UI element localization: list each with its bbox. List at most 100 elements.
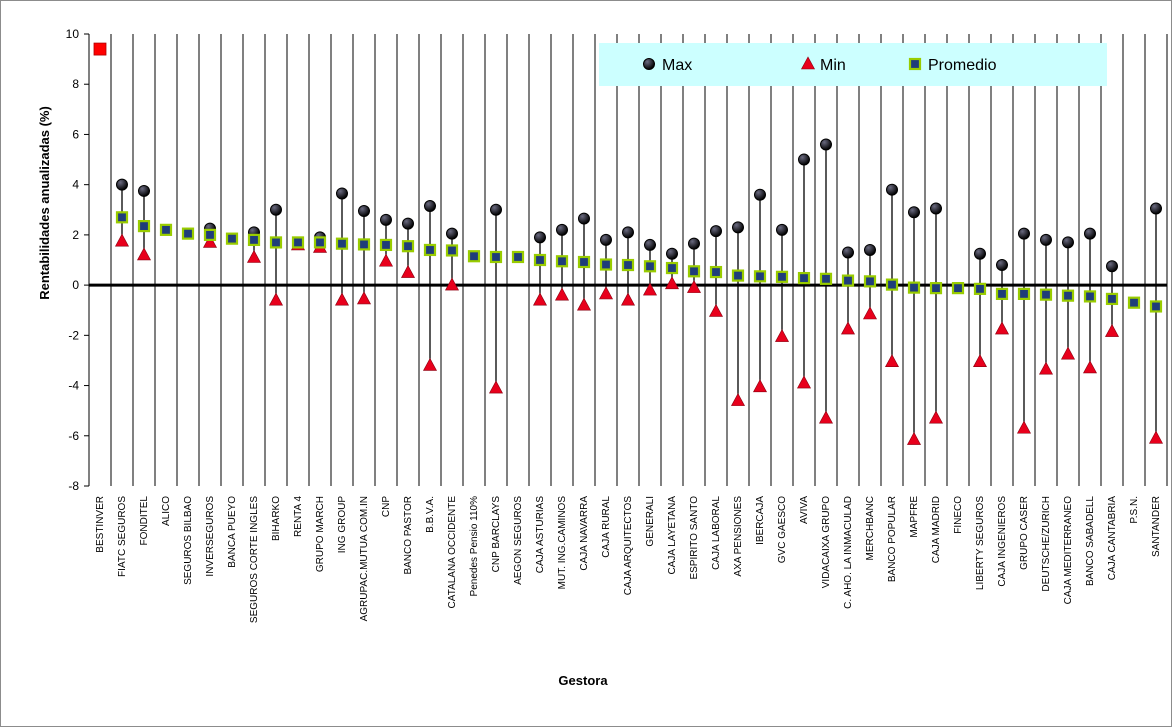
x-tick-label: CAJA CANTABRIA: [1107, 496, 1118, 581]
x-tick-label: CAJA ASTURIAS: [535, 496, 546, 574]
min-point: [994, 321, 1010, 335]
min-point: [202, 234, 218, 248]
max-point: [358, 205, 370, 218]
min-point: [774, 328, 790, 342]
min-point: [532, 292, 548, 306]
promedio-point: [159, 223, 173, 236]
promedio-point: [247, 233, 261, 247]
promedio-point: [819, 272, 833, 285]
max-point: [1018, 227, 1030, 240]
x-tick-label: CAJA MADRID: [931, 496, 942, 563]
x-tick-label: IBERCAJA: [755, 496, 766, 545]
x-tick-label: SEGUROS BILBAO: [183, 496, 194, 585]
x-tick-label: SEGUROS CORTE INGLES: [249, 496, 260, 623]
x-tick-label: AXA PENSIONES: [733, 496, 744, 577]
max-point: [490, 203, 502, 216]
markers: [93, 42, 1164, 445]
max-point: [776, 223, 788, 236]
max-point: [1150, 202, 1162, 215]
min-point: [1038, 361, 1054, 375]
x-tick-label: AGRUPAC.MUTUA COM.IN: [359, 496, 370, 621]
min-point: [664, 276, 680, 290]
promedio-point: [1105, 292, 1119, 306]
min-point: [554, 287, 570, 301]
x-tick-label: CAJA LAYETANA: [667, 496, 678, 575]
min-point: [246, 249, 262, 263]
y-tick-label: -8: [68, 479, 79, 493]
promedio-point: [753, 270, 767, 283]
max-point: [1106, 260, 1118, 273]
min-point: [444, 277, 460, 291]
x-tick-label: CAJA MEDITERRANEO: [1063, 496, 1074, 605]
max-point: [556, 223, 568, 236]
max-point: [578, 212, 590, 225]
x-tick-label: ING GROUP: [337, 496, 348, 554]
promedio-point: [599, 258, 613, 271]
x-tick-label: GENERALI: [645, 496, 656, 547]
x-tick-label: CAJA LABORAL: [711, 496, 722, 570]
x-tick-label: MAPFRE: [909, 496, 920, 538]
promedio-point: [467, 250, 481, 263]
min-point: [598, 286, 614, 300]
y-tick-label: -6: [68, 429, 79, 443]
promedio-point: [1127, 296, 1141, 309]
max-point: [864, 243, 876, 256]
promedio-point: [665, 261, 679, 275]
x-tick-label: ALICO: [161, 496, 172, 526]
max-point: [996, 259, 1008, 272]
max-point: [1084, 227, 1096, 240]
x-tick-label: LIBERTY SEGUROS: [975, 496, 986, 590]
x-tick-label: GVC GAESCO: [777, 496, 788, 563]
y-tick-label: 8: [72, 77, 79, 91]
min-point: [752, 379, 768, 393]
min-point: [1104, 323, 1120, 337]
max-point: [270, 203, 282, 216]
y-tick-label: 0: [72, 278, 79, 292]
promedio-point: [687, 265, 701, 278]
promedio-point: [577, 255, 591, 269]
max-point: [424, 200, 436, 213]
promedio-point: [533, 253, 547, 267]
x-axis-title: Gestora: [558, 673, 608, 688]
promedio-point: [313, 236, 327, 249]
min-point: [136, 247, 152, 261]
promedio-point: [115, 211, 129, 224]
promedio-point: [907, 281, 921, 294]
x-tick-label: GRUPO MARCH: [315, 496, 326, 572]
min-point: [884, 354, 900, 368]
min-point: [862, 306, 878, 320]
x-tick-label: FIATC SEGUROS: [117, 496, 128, 577]
x-tick-label: ESPIRITO SANTO: [689, 496, 700, 580]
y-tick-label: 4: [72, 178, 79, 192]
min-point: [1082, 360, 1098, 374]
promedio-point: [511, 250, 525, 264]
x-tick-label: CAJA RURAL: [601, 496, 612, 558]
min-point: [708, 303, 724, 317]
min-point: [840, 321, 856, 335]
max-point: [666, 247, 678, 260]
y-tick-label: 10: [66, 27, 80, 41]
x-tick-label: MERCHBANC: [865, 496, 876, 560]
max-point: [930, 202, 942, 215]
promedio-point: [203, 228, 217, 241]
promedio-point: [1149, 300, 1163, 313]
max-point: [754, 188, 766, 201]
x-tick-label: AEGON SEGUROS: [513, 496, 524, 585]
promedio-point: [709, 265, 723, 279]
max-point: [402, 217, 414, 230]
min-point: [400, 264, 416, 278]
min-point: [1060, 346, 1076, 360]
max-point: [974, 247, 986, 260]
promedio-point: [885, 278, 899, 291]
x-tick-label: BANCO PASTOR: [403, 496, 414, 575]
y-tick-label: 2: [72, 228, 79, 242]
x-tick-label: FINECO: [953, 496, 964, 534]
min-point: [378, 253, 394, 267]
x-tick-label: CAJA ARQUITECTOS: [623, 496, 634, 596]
x-tick-label: CATALANA OCCIDENTE: [447, 496, 458, 609]
x-tick-label: P.S.N.: [1129, 496, 1140, 524]
x-tick-label: SANTANDER: [1151, 496, 1162, 557]
min-point: [642, 282, 658, 296]
min-point: [1148, 430, 1164, 444]
